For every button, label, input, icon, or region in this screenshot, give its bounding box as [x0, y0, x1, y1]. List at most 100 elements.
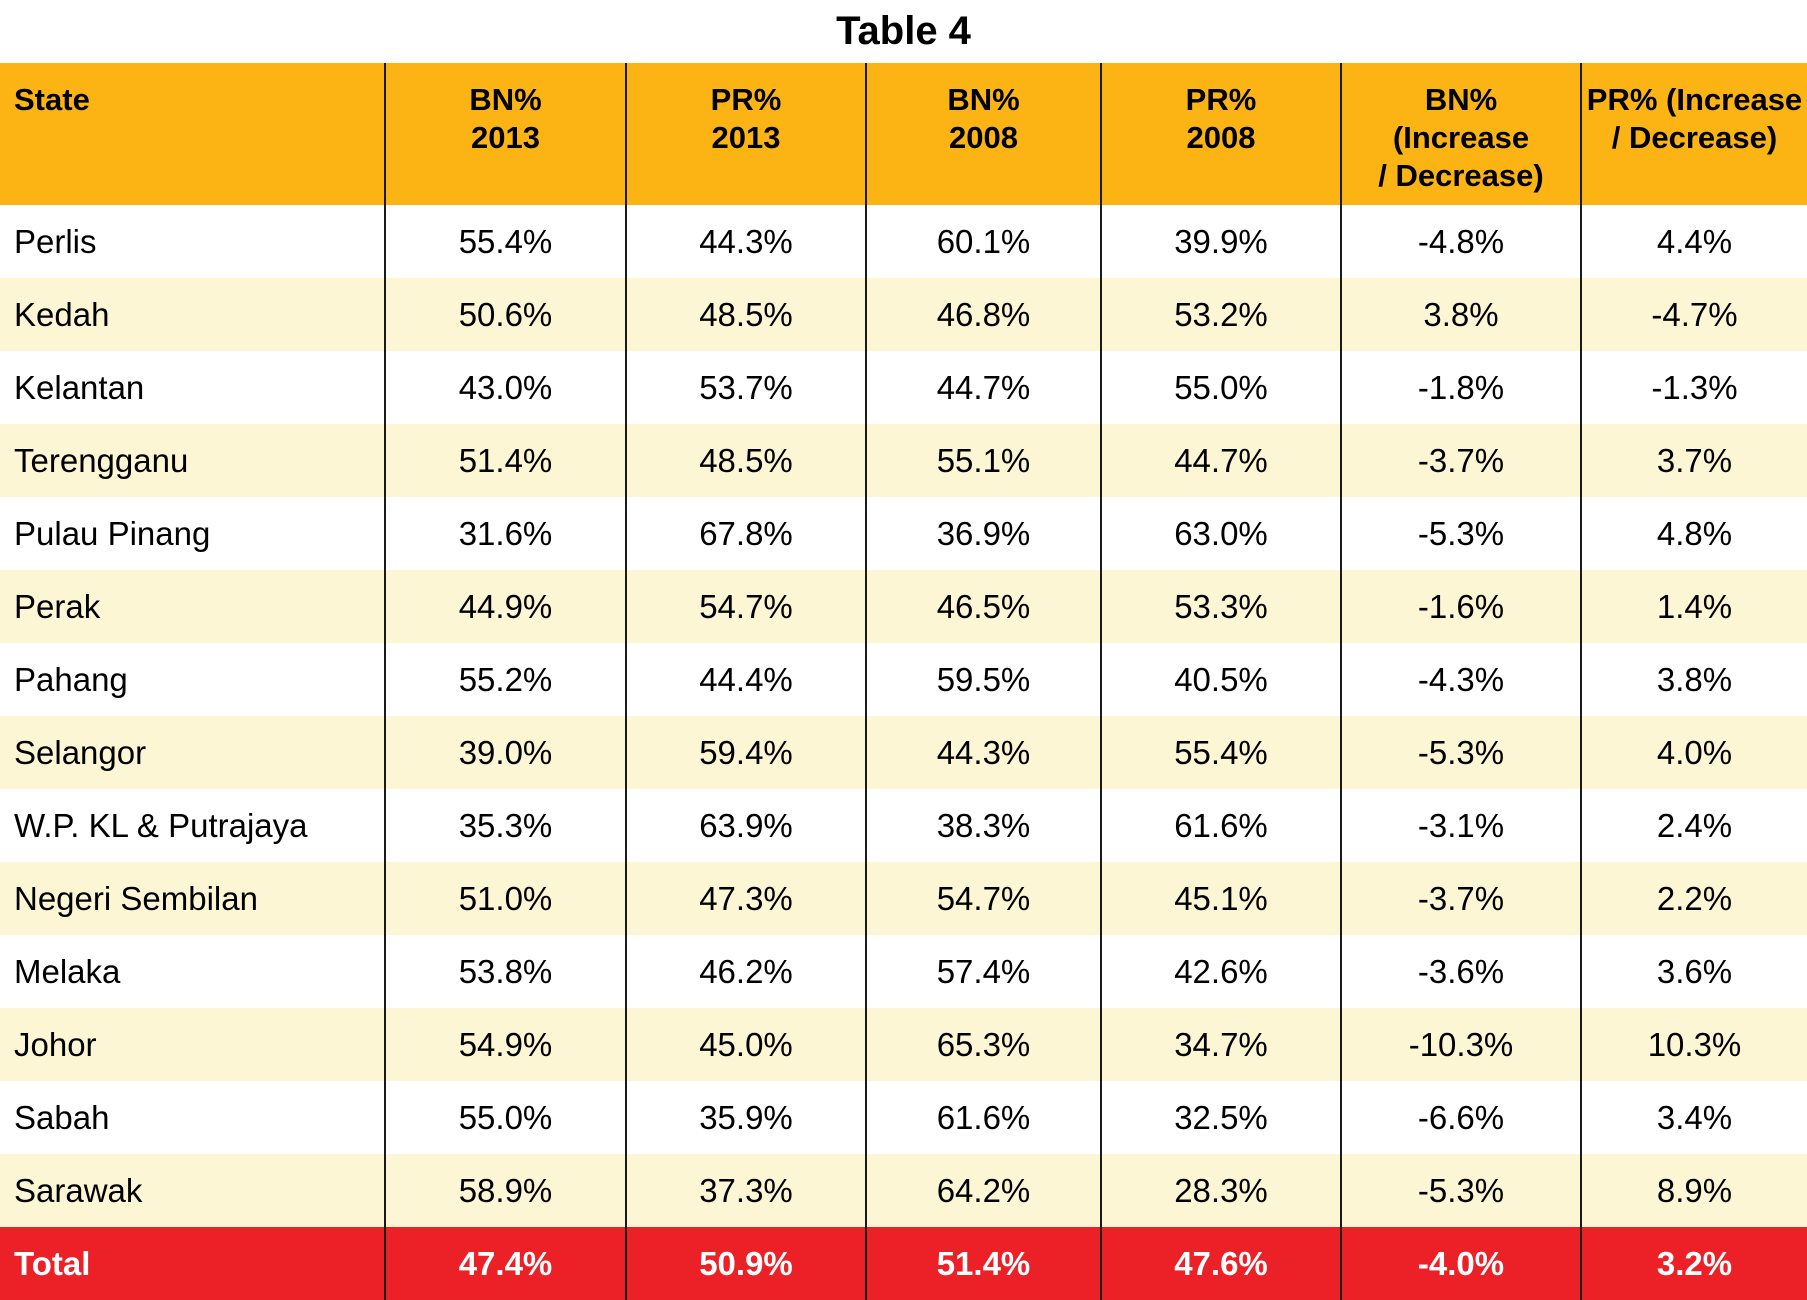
value-cell: 65.3%	[865, 1008, 1101, 1081]
value-cell: 47.3%	[625, 862, 866, 935]
value-cell: -1.3%	[1580, 351, 1807, 424]
table-row-negeri-sembilan: Negeri Sembilan 51.0% 47.3% 54.7% 45.1% …	[0, 862, 1807, 935]
value-cell: 42.6%	[1100, 935, 1341, 1008]
election-results-table: State BN% 2013 PR% 2013 BN% 2008 PR% 200…	[0, 63, 1807, 1300]
state-cell: Perak	[14, 587, 101, 625]
value-cell: 40.5%	[1100, 643, 1341, 716]
total-value-cell: 51.4%	[865, 1227, 1101, 1300]
table-row-kelantan: Kelantan 43.0% 53.7% 44.7% 55.0% -1.8% -…	[0, 351, 1807, 424]
value-cell: 46.5%	[865, 570, 1101, 643]
value-cell: 58.9%	[384, 1154, 626, 1227]
value-cell: 3.7%	[1580, 424, 1807, 497]
value-cell: -1.8%	[1340, 351, 1581, 424]
value-cell: -4.3%	[1340, 643, 1581, 716]
table-row-perlis: Perlis 55.4% 44.3% 60.1% 39.9% -4.8% 4.4…	[0, 205, 1807, 278]
state-cell: Kelantan	[14, 368, 145, 406]
col-header-pr-2008: PR% 2008	[1100, 63, 1341, 205]
value-cell: 63.0%	[1100, 497, 1341, 570]
value-cell: 46.8%	[865, 278, 1101, 351]
value-cell: 53.7%	[625, 351, 866, 424]
value-cell: 35.9%	[625, 1081, 866, 1154]
value-cell: 59.5%	[865, 643, 1101, 716]
value-cell: -3.1%	[1340, 789, 1581, 862]
table-row-johor: Johor 54.9% 45.0% 65.3% 34.7% -10.3% 10.…	[0, 1008, 1807, 1081]
value-cell: 46.2%	[625, 935, 866, 1008]
value-cell: 34.7%	[1100, 1008, 1341, 1081]
value-cell: 44.9%	[384, 570, 626, 643]
table-row-wp-kl-putrajaya: W.P. KL & Putrajaya 35.3% 63.9% 38.3% 61…	[0, 789, 1807, 862]
table-row-terengganu: Terengganu 51.4% 48.5% 55.1% 44.7% -3.7%…	[0, 424, 1807, 497]
value-cell: 53.2%	[1100, 278, 1341, 351]
total-row: Total 47.4% 50.9% 51.4% 47.6% -4.0% 3.2%	[0, 1227, 1807, 1300]
value-cell: 3.8%	[1340, 278, 1581, 351]
value-cell: 55.4%	[1100, 716, 1341, 789]
col-header-pr-2013: PR% 2013	[625, 63, 866, 205]
value-cell: 64.2%	[865, 1154, 1101, 1227]
value-cell: 8.9%	[1580, 1154, 1807, 1227]
col-header-bn-2013: BN% 2013	[384, 63, 626, 205]
state-cell: Kedah	[14, 295, 110, 333]
value-cell: 54.9%	[384, 1008, 626, 1081]
value-cell: 4.0%	[1580, 716, 1807, 789]
table-row-melaka: Melaka 53.8% 46.2% 57.4% 42.6% -3.6% 3.6…	[0, 935, 1807, 1008]
value-cell: 35.3%	[384, 789, 626, 862]
value-cell: 3.4%	[1580, 1081, 1807, 1154]
value-cell: 36.9%	[865, 497, 1101, 570]
total-value-cell: 3.2%	[1580, 1227, 1807, 1300]
value-cell: 53.3%	[1100, 570, 1341, 643]
value-cell: 1.4%	[1580, 570, 1807, 643]
value-cell: 55.4%	[384, 205, 626, 278]
state-cell: Johor	[14, 1025, 97, 1063]
total-value-cell: 47.4%	[384, 1227, 626, 1300]
value-cell: 55.1%	[865, 424, 1101, 497]
value-cell: 32.5%	[1100, 1081, 1341, 1154]
value-cell: 54.7%	[865, 862, 1101, 935]
value-cell: 55.0%	[1100, 351, 1341, 424]
value-cell: 53.8%	[384, 935, 626, 1008]
table-row-kedah: Kedah 50.6% 48.5% 46.8% 53.2% 3.8% -4.7%	[0, 278, 1807, 351]
total-value-cell: -4.0%	[1340, 1227, 1581, 1300]
value-cell: 55.2%	[384, 643, 626, 716]
table-row-pahang: Pahang 55.2% 44.4% 59.5% 40.5% -4.3% 3.8…	[0, 643, 1807, 716]
state-cell: W.P. KL & Putrajaya	[14, 806, 308, 844]
table-row-sabah: Sabah 55.0% 35.9% 61.6% 32.5% -6.6% 3.4%	[0, 1081, 1807, 1154]
value-cell: -5.3%	[1340, 1154, 1581, 1227]
value-cell: 37.3%	[625, 1154, 866, 1227]
value-cell: 67.8%	[625, 497, 866, 570]
col-header-state: State	[0, 63, 385, 205]
value-cell: 44.3%	[625, 205, 866, 278]
value-cell: 44.4%	[625, 643, 866, 716]
col-header-bn-change: BN% (Increase / Decrease)	[1340, 63, 1581, 205]
value-cell: 55.0%	[384, 1081, 626, 1154]
value-cell: 39.9%	[1100, 205, 1341, 278]
value-cell: -3.6%	[1340, 935, 1581, 1008]
value-cell: 4.8%	[1580, 497, 1807, 570]
value-cell: 45.1%	[1100, 862, 1341, 935]
value-cell: 45.0%	[625, 1008, 866, 1081]
value-cell: -1.6%	[1340, 570, 1581, 643]
value-cell: 61.6%	[865, 1081, 1101, 1154]
col-header-pr-change: PR% (Increase / Decrease)	[1580, 63, 1807, 205]
value-cell: 28.3%	[1100, 1154, 1341, 1227]
value-cell: 10.3%	[1580, 1008, 1807, 1081]
value-cell: 3.6%	[1580, 935, 1807, 1008]
state-cell: Selangor	[14, 733, 147, 771]
value-cell: 39.0%	[384, 716, 626, 789]
header-row: State BN% 2013 PR% 2013 BN% 2008 PR% 200…	[0, 63, 1807, 205]
value-cell: 44.7%	[1100, 424, 1341, 497]
value-cell: 31.6%	[384, 497, 626, 570]
value-cell: 63.9%	[625, 789, 866, 862]
value-cell: 43.0%	[384, 351, 626, 424]
value-cell: -4.8%	[1340, 205, 1581, 278]
value-cell: 48.5%	[625, 424, 866, 497]
value-cell: 51.0%	[384, 862, 626, 935]
table-row-sarawak: Sarawak 58.9% 37.3% 64.2% 28.3% -5.3% 8.…	[0, 1154, 1807, 1227]
total-label-cell: Total	[14, 1244, 91, 1282]
value-cell: 2.2%	[1580, 862, 1807, 935]
value-cell: 38.3%	[865, 789, 1101, 862]
value-cell: -6.6%	[1340, 1081, 1581, 1154]
value-cell: -3.7%	[1340, 424, 1581, 497]
value-cell: -4.7%	[1580, 278, 1807, 351]
page-title: Table 4	[836, 9, 971, 53]
